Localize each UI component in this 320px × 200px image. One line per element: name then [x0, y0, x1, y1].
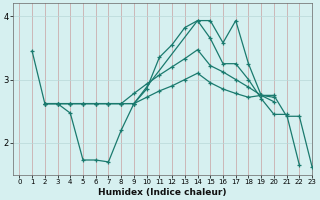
X-axis label: Humidex (Indice chaleur): Humidex (Indice chaleur): [98, 188, 227, 197]
